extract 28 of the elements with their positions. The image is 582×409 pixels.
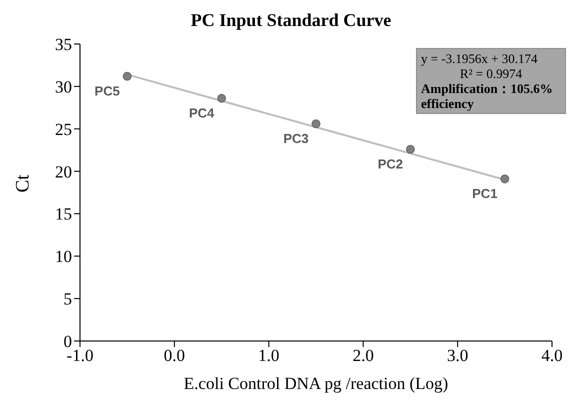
x-tick-label: 0.0: [164, 346, 186, 366]
x-tick-label: 1.0: [258, 346, 280, 366]
annotation: R² = 0.9974: [458, 66, 524, 81]
x-axis-title: E.coli Control DNA pg /reaction (Log): [184, 374, 448, 394]
y-tick-label: 25: [55, 120, 72, 139]
x-tick-label: 2.0: [352, 346, 374, 366]
y-axis-title: Ct: [12, 174, 34, 192]
annotation: PC1: [472, 186, 498, 202]
chart-title: PC Input Standard Curve: [190, 10, 392, 31]
annotation: y = -3.1956x + 30.174: [421, 51, 538, 66]
x-tick-label: 4.0: [541, 346, 563, 366]
point: [312, 119, 320, 128]
point: [500, 174, 510, 184]
point: [406, 144, 415, 154]
point: [122, 72, 132, 81]
annotation: PC2: [378, 156, 404, 172]
x-tick-label: 3.0: [446, 346, 468, 366]
y-tick-label: 30: [55, 77, 72, 96]
y-tick-label: 20: [55, 162, 72, 182]
annotation: PC4: [188, 106, 216, 121]
y-tick-label: 10: [55, 247, 72, 266]
annotation: Amplification：105.6% efficiency: [421, 81, 554, 111]
point: [217, 94, 226, 103]
y-tick-label: 15: [55, 204, 72, 224]
annotation: PC3: [283, 130, 309, 146]
y-tick-label: 35: [55, 35, 72, 54]
y-tick-label: 5: [64, 290, 72, 309]
annotation: PC5: [94, 83, 120, 98]
